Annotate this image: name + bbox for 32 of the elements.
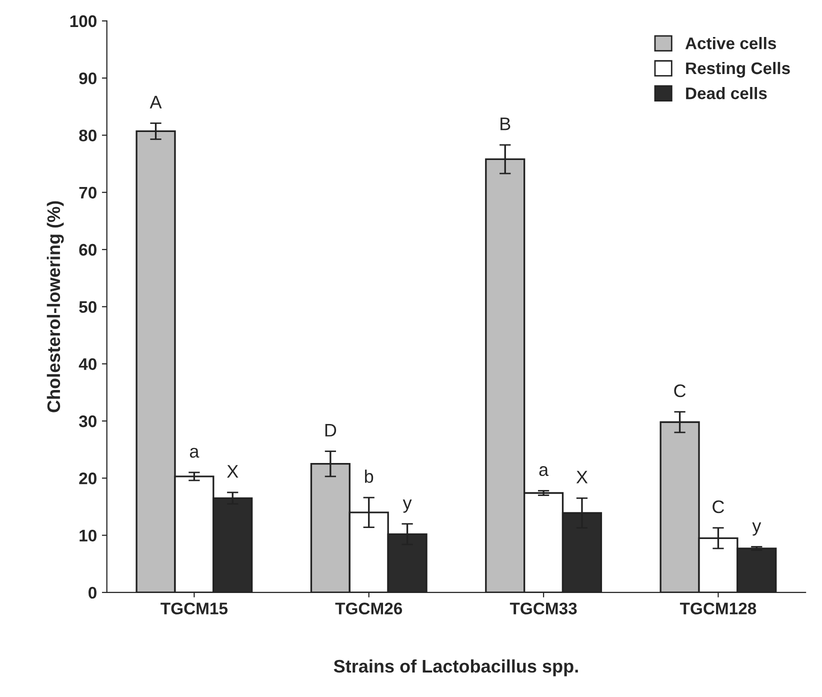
y-tick-label: 10 bbox=[80, 530, 96, 542]
data-label: a bbox=[190, 448, 200, 458]
x-tick-label: TGCM26 bbox=[335, 602, 402, 614]
data-label: y bbox=[402, 499, 412, 513]
y-tick-label: 30 bbox=[78, 415, 96, 428]
y-tick-label: 0 bbox=[88, 586, 96, 599]
legend-label: Active cells bbox=[685, 37, 776, 50]
y-tick-label: 70 bbox=[79, 186, 96, 199]
data-label: b bbox=[365, 470, 374, 483]
y-tick-label: 60 bbox=[79, 244, 96, 256]
y-tick-label: 40 bbox=[78, 358, 96, 370]
x-tick-label: TGCM33 bbox=[510, 602, 577, 614]
data-label: a bbox=[539, 466, 549, 476]
data-label: D bbox=[325, 424, 336, 436]
data-label: A bbox=[150, 96, 162, 108]
y-tick-label: 50 bbox=[79, 301, 96, 313]
x-tick-label: TGCM128 bbox=[680, 602, 756, 614]
legend-label: Resting Cells bbox=[686, 62, 790, 78]
data-label: y bbox=[752, 522, 762, 536]
y-axis-title: Cholesterol-lowering (%) bbox=[46, 201, 64, 412]
y-tick-label: 20 bbox=[79, 472, 96, 484]
data-label: X bbox=[227, 465, 238, 478]
x-tick-label: TGCM15 bbox=[160, 602, 228, 614]
data-label: B bbox=[500, 118, 510, 130]
data-label: C bbox=[674, 384, 686, 398]
y-tick-label: 100 bbox=[70, 15, 96, 28]
y-tick-label: 90 bbox=[79, 72, 96, 84]
y-tick-label: 80 bbox=[79, 130, 96, 142]
data-label: C bbox=[712, 500, 724, 514]
x-axis-title: Strains of Lactobacillus spp. bbox=[334, 659, 578, 676]
data-label: X bbox=[576, 470, 588, 484]
legend-label: Dead cells bbox=[686, 86, 767, 100]
